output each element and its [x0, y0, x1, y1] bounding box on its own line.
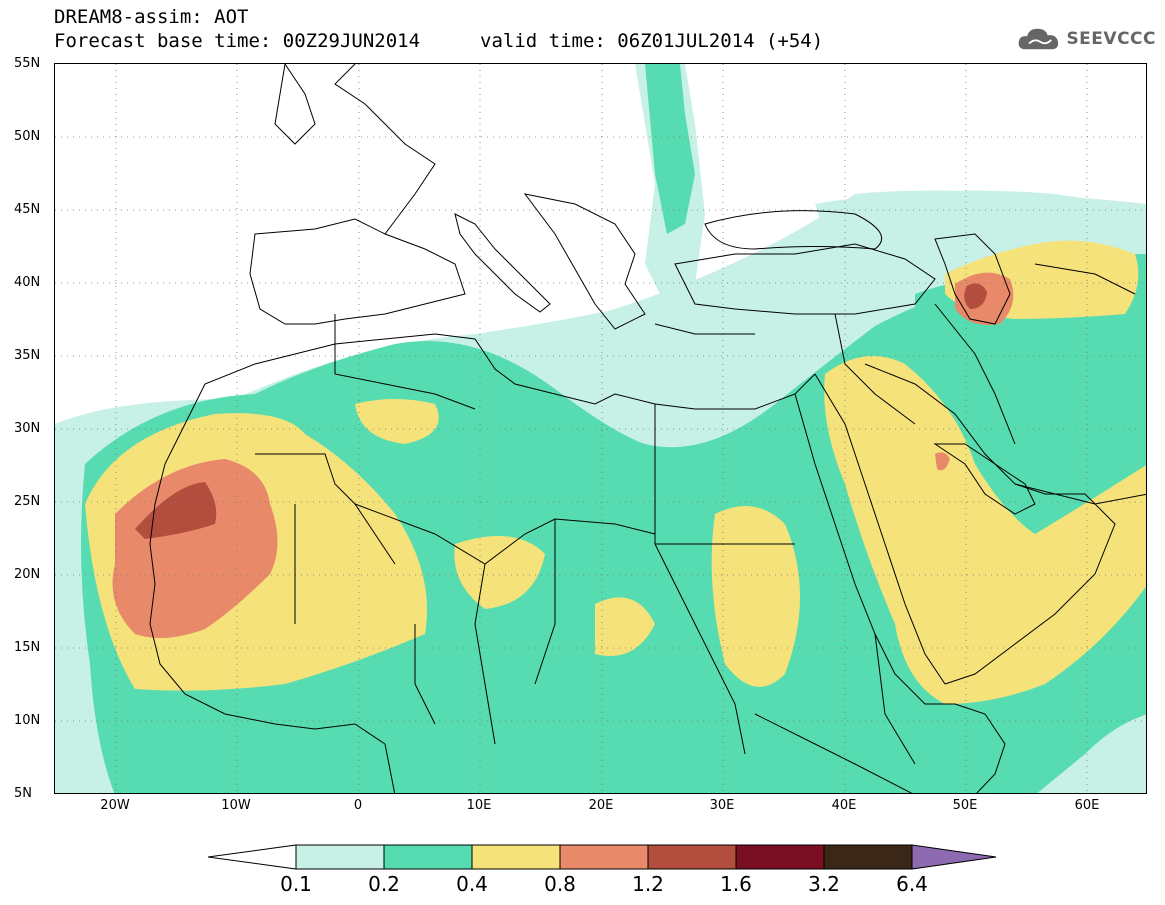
lon-label-10e: 10E: [466, 798, 492, 813]
aot-colorbar: [208, 844, 997, 870]
colorbar-segment-0-8: [559, 844, 649, 870]
lon-label-10w: 10W: [221, 798, 251, 813]
colorbar-label-0-4: 0.4: [456, 872, 488, 896]
lon-label-0: 0: [353, 798, 363, 813]
colorbar-label-3-2: 3.2: [808, 872, 840, 896]
lat-label-10n: 10N: [14, 713, 41, 728]
seevccc-logo: SEEVCCC: [1016, 22, 1156, 56]
lon-label-50e: 50E: [952, 798, 978, 813]
colorbar-label-1-2: 1.2: [632, 872, 664, 896]
colorbar-label-6-4: 6.4: [896, 872, 928, 896]
colorbar-segment-1-6: [735, 844, 825, 870]
colorbar-label-0-1: 0.1: [280, 872, 312, 896]
coastlines: [149, 64, 1146, 793]
colorbar-segment-3-2: [823, 844, 913, 870]
aot-layer-1-2: [135, 283, 987, 539]
lat-label-5n: 5N: [14, 786, 32, 801]
lat-label-30n: 30N: [14, 421, 41, 436]
graticule: [55, 64, 1146, 793]
colorbar-label-0-8: 0.8: [544, 872, 576, 896]
cloud-icon: [1018, 28, 1059, 50]
map-area: [54, 63, 1147, 794]
colorbar-segment-0-1: [295, 844, 385, 870]
lon-label-40e: 40E: [831, 798, 857, 813]
map-title: DREAM8-assim: AOT: [54, 6, 249, 28]
lon-label-20e: 20E: [588, 798, 614, 813]
aot-field: [55, 64, 1146, 793]
lon-label-30e: 30E: [709, 798, 735, 813]
lon-label-20w: 20W: [100, 798, 130, 813]
lon-label-60e: 60E: [1074, 798, 1100, 813]
lat-label-55n: 55N: [14, 56, 41, 71]
lat-label-20n: 20N: [14, 567, 41, 582]
lat-label-15n: 15N: [14, 640, 41, 655]
colorbar-label-1-6: 1.6: [720, 872, 752, 896]
lat-label-35n: 35N: [14, 348, 41, 363]
lat-label-40n: 40N: [14, 275, 41, 290]
logo-text: SEEVCCC: [1066, 29, 1156, 49]
colorbar-below-triangle: [208, 844, 297, 870]
valid-time: valid time: 06Z01JUL2014 (+54): [480, 30, 824, 52]
lat-label-45n: 45N: [14, 202, 41, 217]
colorbar-above-triangle: [911, 844, 997, 870]
colorbar-segment-1-2: [647, 844, 737, 870]
colorbar-segment-0-2: [383, 844, 473, 870]
lat-label-25n: 25N: [14, 494, 41, 509]
colorbar-segment-0-4: [471, 844, 561, 870]
forecast-base-time: Forecast base time: 00Z29JUN2014: [54, 30, 421, 52]
colorbar-label-0-2: 0.2: [368, 872, 400, 896]
lat-label-50n: 50N: [14, 129, 41, 144]
